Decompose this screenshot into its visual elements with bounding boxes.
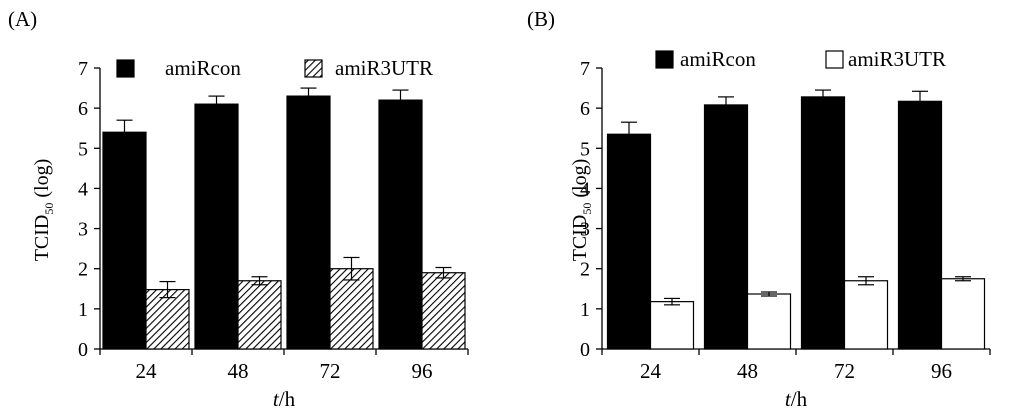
- legend-label: amiRcon: [680, 47, 756, 71]
- y-tick-label: 5: [580, 138, 590, 160]
- x-tick-label: 72: [834, 359, 855, 383]
- bar-amiR3UTR-96: [940, 278, 986, 350]
- x-tick-label: 48: [737, 359, 758, 383]
- x-tick-label: 24: [640, 359, 662, 383]
- bar-amiR3UTR-72: [843, 280, 889, 350]
- y-tick-label: 5: [78, 138, 88, 160]
- y-tick-label: 4: [580, 178, 590, 200]
- legend-label: amiR3UTR: [848, 47, 946, 71]
- bar-amiRcon-96: [378, 99, 423, 350]
- legend-label: amiRcon: [165, 56, 241, 80]
- y-axis-label: TCID50 (log): [31, 159, 56, 262]
- x-tick-label: 96: [412, 359, 433, 383]
- panel-label: (A): [8, 7, 37, 31]
- y-tick-label: 3: [580, 219, 590, 241]
- y-tick-label: 1: [580, 299, 590, 321]
- y-tick-label: 2: [580, 259, 590, 281]
- bar-amiRcon-72: [286, 95, 331, 350]
- y-tick-label: 6: [78, 98, 88, 120]
- x-axis-label: t/h: [785, 387, 808, 411]
- y-axis-label: TCID50 (log): [569, 159, 594, 262]
- y-tick-label: 7: [580, 58, 590, 80]
- x-tick-label: 48: [228, 359, 249, 383]
- x-tick-label: 72: [320, 359, 341, 383]
- y-tick-label: 0: [580, 339, 590, 361]
- bar-amiRcon-96: [897, 100, 943, 350]
- x-tick-label: 24: [136, 359, 158, 383]
- bar-amiRcon-72: [800, 96, 846, 350]
- bar-amiR3UTR-24: [145, 288, 190, 350]
- bar-amiR3UTR-96: [421, 272, 466, 350]
- legend-swatch-amiR3UTR: [304, 59, 323, 78]
- bar-amiR3UTR-48: [746, 293, 792, 350]
- panel-a: (A) 0 1 2 3 4 5 6 7 TCID50 (log) 24 48 72 96 t/h amiRco…: [8, 7, 469, 411]
- legend-swatch-amiRcon: [655, 50, 674, 69]
- x-axis-label: t/h: [273, 387, 296, 411]
- bar-amiR3UTR-24: [649, 301, 695, 350]
- legend-swatch-amiRcon: [116, 59, 135, 78]
- bar-amiRcon-48: [703, 104, 749, 350]
- y-tick-label: 1: [78, 299, 88, 321]
- y-tick-label: 4: [78, 178, 88, 200]
- bar-amiRcon-48: [194, 103, 239, 350]
- y-tick-label: 0: [78, 339, 88, 361]
- bar-amiR3UTR-72: [329, 268, 374, 350]
- legend-label: amiR3UTR: [335, 56, 433, 80]
- panel-b: (B) 0 1 2 3 4 5 6 7 TCID50 (log) 24 48 72 96 t/h amiRco…: [527, 7, 991, 411]
- bar-amiRcon-24: [606, 133, 652, 350]
- y-tick-label: 2: [78, 259, 88, 281]
- y-tick-label: 3: [78, 219, 88, 241]
- bar-amiRcon-24: [102, 131, 147, 350]
- y-tick-label: 7: [78, 58, 88, 80]
- bar-amiR3UTR-48: [237, 280, 282, 350]
- legend-swatch-amiR3UTR: [825, 50, 844, 69]
- panel-label: (B): [527, 7, 555, 31]
- y-tick-label: 6: [580, 98, 590, 120]
- x-tick-label: 96: [931, 359, 952, 383]
